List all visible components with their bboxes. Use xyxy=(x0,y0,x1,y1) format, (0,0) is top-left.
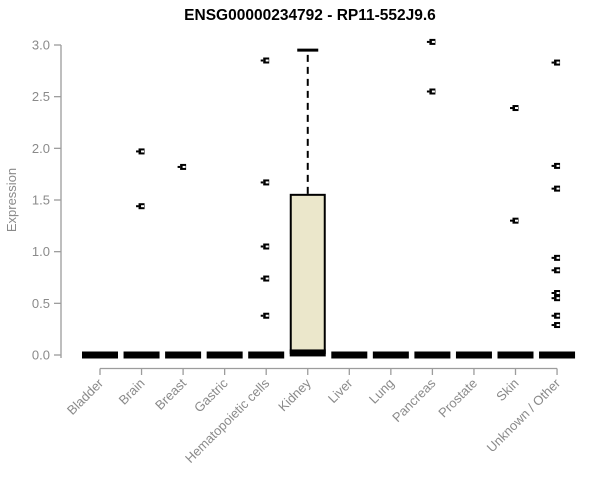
median-bar xyxy=(248,351,285,359)
outlier-point-center xyxy=(556,314,560,317)
outlier-point-nub xyxy=(510,219,513,222)
x-tick-label: Lung xyxy=(366,376,397,407)
outlier-point-center xyxy=(556,61,560,64)
x-tick-label: Breast xyxy=(152,375,189,412)
outlier-point-center xyxy=(515,219,518,222)
outlier-point-center xyxy=(556,297,560,300)
outlier-point-center xyxy=(265,277,269,280)
outlier-point-nub xyxy=(260,181,264,184)
y-tick-label: 1.0 xyxy=(32,244,50,259)
median-bar xyxy=(206,351,243,359)
median-bar xyxy=(165,351,202,359)
outlier-point-nub xyxy=(426,40,430,43)
x-tick-label: Unknown / Other xyxy=(484,375,564,455)
outlier-point-center xyxy=(265,314,269,317)
outlier-point-nub xyxy=(551,292,555,294)
outlier-point-nub xyxy=(551,324,555,327)
x-tick-label: Pancreas xyxy=(389,375,439,425)
outlier-point-nub xyxy=(260,314,264,317)
median-bar xyxy=(82,351,118,359)
outlier-point-nub xyxy=(551,164,555,167)
outlier-point-nub xyxy=(551,61,555,64)
outlier-point-nub xyxy=(510,107,513,110)
outlier-point-nub xyxy=(551,314,555,317)
outlier-point-nub xyxy=(551,187,555,190)
outlier-point-nub xyxy=(551,269,555,272)
outlier-point-center xyxy=(556,292,560,294)
outlier-point-nub xyxy=(260,277,264,280)
y-tick-label: 2.0 xyxy=(32,141,50,156)
outlier-point-center xyxy=(431,90,435,93)
outlier-point-center xyxy=(265,245,269,248)
outlier-point-nub xyxy=(551,256,555,259)
median-bar xyxy=(289,349,326,357)
outlier-point-nub xyxy=(551,297,555,300)
x-tick-label: Gastric xyxy=(191,375,231,415)
outlier-point-center xyxy=(556,164,560,167)
box-rect xyxy=(289,193,326,354)
median-bar xyxy=(455,351,492,359)
x-tick-label: Skin xyxy=(493,376,521,404)
y-tick-label: 0.5 xyxy=(32,296,50,311)
x-tick-label: Prostate xyxy=(435,376,480,421)
outlier-point-center xyxy=(515,107,518,110)
y-tick-label: 0.0 xyxy=(32,348,50,363)
outlier-point-nub xyxy=(260,59,264,62)
y-tick-label: 2.5 xyxy=(32,89,50,104)
median-bar xyxy=(331,351,368,359)
median-bar xyxy=(497,351,534,359)
outlier-point-center xyxy=(265,181,269,184)
outlier-point-center xyxy=(556,324,560,327)
chart-title: ENSG00000234792 - RP11-552J9.6 xyxy=(184,7,436,24)
outlier-point-nub xyxy=(426,90,430,93)
outlier-point-nub xyxy=(136,205,139,208)
x-tick-label: Brain xyxy=(116,376,148,408)
x-tick-label: Kidney xyxy=(275,375,314,414)
outlier-point-center xyxy=(141,205,145,208)
median-bar xyxy=(414,351,451,359)
outlier-point-nub xyxy=(136,150,139,153)
y-tick-label: 1.5 xyxy=(32,193,50,208)
x-tick-label: Liver xyxy=(325,375,356,406)
x-tick-label: Bladder xyxy=(64,375,107,418)
y-tick-label: 3.0 xyxy=(32,38,50,53)
outlier-point-center xyxy=(556,256,560,259)
outlier-point-nub xyxy=(177,165,181,168)
y-axis-title: Expression xyxy=(4,168,19,232)
median-bar xyxy=(539,351,576,359)
outlier-point-center xyxy=(141,150,145,153)
outlier-point-center xyxy=(556,187,560,190)
outlier-point-center xyxy=(431,40,435,43)
outlier-point-center xyxy=(182,165,186,168)
outlier-point-center xyxy=(265,59,269,62)
outlier-point-nub xyxy=(260,245,264,248)
outlier-point-center xyxy=(556,269,560,272)
median-bar xyxy=(123,351,160,359)
median-bar xyxy=(372,351,409,359)
